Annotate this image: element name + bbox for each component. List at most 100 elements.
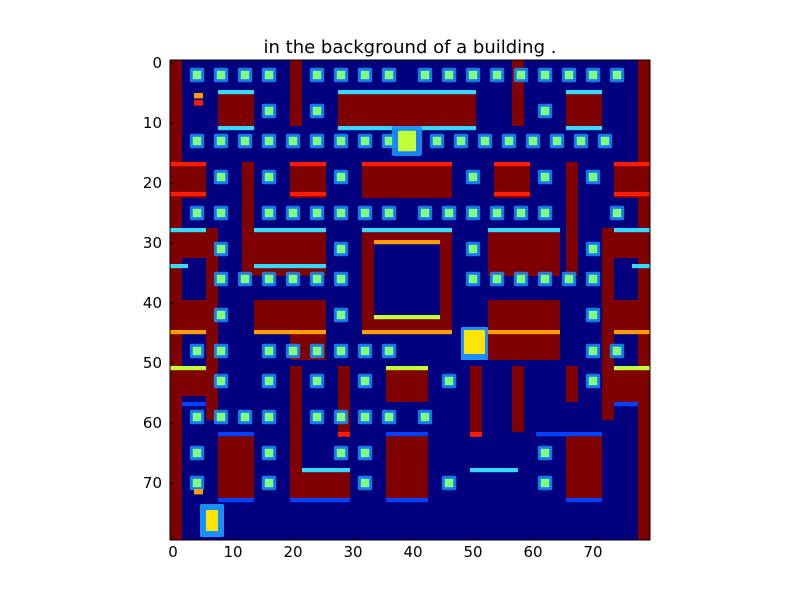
game-view — [170, 60, 650, 540]
pellet-82 — [336, 346, 346, 356]
pellet-78 — [216, 346, 226, 356]
pellet-25 — [312, 136, 322, 146]
wall-edge-5 — [566, 126, 602, 131]
pellet-100 — [384, 412, 394, 422]
player-sprite — [464, 330, 485, 354]
pellet-95 — [240, 412, 250, 422]
pellet-85 — [588, 346, 598, 356]
maze-wall-6 — [566, 90, 602, 126]
pellet-102 — [192, 448, 202, 458]
wall-edge-12 — [290, 192, 326, 197]
wall-edge-16 — [254, 228, 326, 233]
pellet-84 — [384, 346, 394, 356]
pellet-97 — [312, 412, 322, 422]
y-tick-label-3: 30 — [143, 234, 162, 252]
maze-wall-32 — [470, 366, 482, 432]
pellet-34 — [552, 136, 562, 146]
maze-wall-31 — [386, 366, 428, 402]
pellet-60 — [468, 244, 478, 254]
pellet-68 — [468, 274, 478, 284]
pellet-20 — [192, 136, 202, 146]
pellet-11 — [492, 70, 502, 80]
y-tick-label-5: 50 — [143, 354, 162, 372]
pellet-13 — [540, 70, 550, 80]
x-tick-label-6: 60 — [523, 543, 542, 561]
maze-wall-27 — [170, 366, 206, 396]
door-marker-left — [338, 432, 350, 437]
pellet-77 — [192, 346, 202, 356]
pellet-33 — [528, 136, 538, 146]
maze-wall-2 — [218, 90, 254, 126]
wall-edge-23 — [170, 264, 188, 269]
pellet-86 — [612, 346, 622, 356]
wall-edge-39 — [470, 468, 518, 473]
pellet-110 — [444, 478, 454, 488]
pellet-18 — [312, 106, 322, 116]
wall-edge-26 — [254, 330, 326, 335]
marker-orange-2 — [194, 100, 203, 106]
maze-center-room — [374, 240, 440, 318]
maze-wall-39 — [566, 432, 602, 498]
pellet-10 — [468, 70, 478, 80]
maze-wall-12 — [566, 162, 578, 276]
wall-edge-24 — [632, 264, 650, 269]
pellet-28 — [384, 136, 394, 146]
pellet-62 — [216, 274, 226, 284]
y-tick-label-0: 0 — [152, 54, 162, 72]
y-tick-label-7: 70 — [143, 474, 162, 492]
wall-edge-43 — [566, 498, 602, 503]
maze-wall-38 — [386, 432, 428, 498]
maze-wall-15 — [254, 228, 326, 276]
pellet-14 — [564, 70, 574, 80]
pellet-29 — [432, 136, 442, 146]
wall-edge-9 — [494, 162, 530, 167]
pellet-23 — [264, 136, 274, 146]
pellet-58 — [216, 244, 226, 254]
pellet-98 — [336, 412, 346, 422]
pellet-24 — [288, 136, 298, 146]
pellet-39 — [336, 172, 346, 182]
pellet-35 — [576, 136, 586, 146]
pellet-72 — [564, 274, 574, 284]
pellet-65 — [288, 274, 298, 284]
pellet-46 — [288, 208, 298, 218]
pellet-111 — [540, 478, 550, 488]
pellet-101 — [420, 412, 430, 422]
pellet-103 — [264, 448, 274, 458]
pellet-71 — [540, 274, 550, 284]
x-tick-label-3: 30 — [343, 543, 362, 561]
pellet-96 — [264, 412, 274, 422]
wall-edge-42 — [386, 498, 428, 503]
wall-edge-1 — [338, 90, 476, 95]
wall-edge-6 — [170, 162, 206, 167]
pellet-80 — [288, 346, 298, 356]
sprite-bottom-left — [206, 510, 218, 531]
pellet-94 — [216, 412, 226, 422]
pellet-37 — [216, 172, 226, 182]
x-tick-label-0: 0 — [168, 543, 178, 561]
pellet-52 — [444, 208, 454, 218]
pellet-55 — [516, 208, 526, 218]
wall-edge-40 — [218, 498, 254, 503]
pellet-9 — [444, 70, 454, 80]
pellet-50 — [384, 208, 394, 218]
pellet-54 — [492, 208, 502, 218]
pellet-40 — [468, 172, 478, 182]
pellet-93 — [192, 412, 202, 422]
pellet-99 — [360, 412, 370, 422]
pellet-74 — [216, 310, 226, 320]
pellet-43 — [192, 208, 202, 218]
pellet-73 — [588, 274, 598, 284]
wall-edge-20 — [374, 240, 440, 245]
pellet-87 — [216, 376, 226, 386]
axes-frame — [169, 59, 651, 541]
pellet-31 — [480, 136, 490, 146]
y-tick-label-1: 10 — [143, 114, 162, 132]
wall-edge-11 — [170, 192, 206, 197]
wall-edge-15 — [170, 228, 206, 233]
wall-edge-0 — [218, 90, 254, 95]
wall-edge-8 — [362, 162, 452, 167]
x-tick-label-1: 10 — [223, 543, 242, 561]
pellet-83 — [360, 346, 370, 356]
